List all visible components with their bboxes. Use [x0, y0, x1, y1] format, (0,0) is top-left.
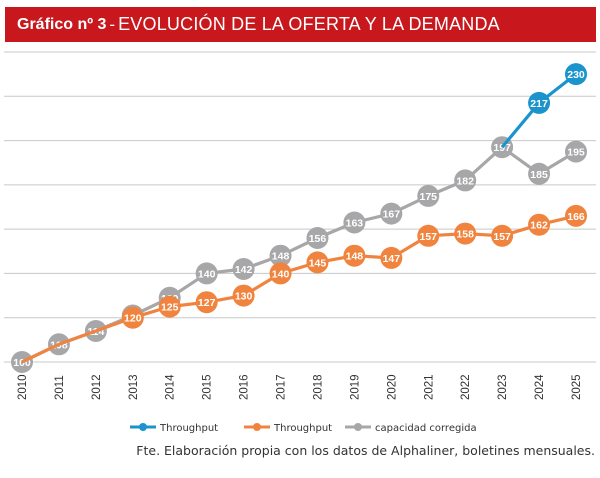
x-tick-label: 2019 — [349, 374, 361, 400]
data-point — [158, 295, 181, 318]
data-label: 182 — [456, 175, 474, 187]
gridlines — [4, 51, 596, 363]
x-tick-label: 2014 — [165, 374, 177, 400]
data-point — [491, 224, 514, 247]
data-point — [380, 202, 403, 225]
data-label: 230 — [567, 69, 585, 81]
chart-number: Gráfico nº 3 — [17, 15, 107, 33]
data-label: 166 — [567, 211, 585, 223]
data-point — [565, 140, 587, 163]
data-label: 147 — [383, 253, 401, 265]
x-tick-label: 2022 — [460, 374, 472, 400]
legend-label: Throughput — [159, 423, 218, 434]
data-label: 167 — [383, 209, 401, 221]
legend-swatch-marker — [253, 423, 261, 431]
data-label: 127 — [198, 297, 216, 309]
data-label: 145 — [309, 257, 327, 269]
data-label: 195 — [567, 147, 585, 159]
x-tick-label: 2016 — [239, 374, 251, 400]
data-point — [269, 244, 292, 267]
data-label: 125 — [161, 302, 179, 314]
x-tick-label: 2021 — [423, 374, 435, 400]
data-label: 130 — [235, 291, 253, 303]
series-capacidad-corregida: 1001081141211291401421481561631671751821… — [11, 136, 587, 373]
data-label: 157 — [493, 231, 511, 243]
series-throughput-blue: 217 230 — [500, 63, 587, 149]
chart-title: EVOLUCIÓN DE LA OFERTA Y LA DEMANDA — [118, 14, 500, 34]
legend-swatch-marker — [354, 423, 362, 431]
x-tick-label: 2023 — [497, 374, 509, 400]
data-label: 140 — [272, 268, 290, 280]
data-point — [528, 162, 551, 185]
data-label: 157 — [420, 231, 438, 243]
x-tick-label: 2020 — [386, 374, 398, 400]
legend-swatch-marker — [139, 423, 147, 431]
data-point — [195, 262, 218, 285]
data-point — [121, 306, 144, 329]
data-label: 185 — [530, 169, 548, 181]
data-label: 197 — [493, 142, 511, 154]
legend-label: Throughput — [273, 423, 332, 434]
data-point — [565, 63, 587, 86]
data-point — [343, 244, 366, 267]
x-tick-label: 2010 — [17, 374, 29, 400]
data-point — [528, 91, 551, 114]
source-note: Fte. Elaboración propia con los datos de… — [136, 443, 595, 458]
data-point — [343, 211, 366, 234]
data-point — [565, 204, 587, 227]
data-label: 120 — [124, 313, 142, 325]
data-point — [417, 224, 440, 247]
title-separator: - — [109, 14, 116, 34]
legend-item: Throughput — [244, 423, 332, 434]
data-label: 163 — [346, 218, 364, 230]
data-point — [306, 227, 329, 249]
data-label: 217 — [530, 98, 548, 110]
data-point — [306, 251, 329, 274]
data-label: 142 — [235, 264, 253, 276]
x-tick-label: 2017 — [276, 374, 288, 400]
data-label: 148 — [346, 251, 364, 263]
x-tick-label: 2025 — [571, 374, 583, 400]
series-throughput-orange: 120 125 127 130 140 145 148 147 157 158 157 162 166 — [21, 204, 587, 364]
data-point — [195, 291, 218, 314]
data-point — [232, 258, 255, 280]
x-tick-label: 2024 — [534, 374, 546, 400]
data-label: 158 — [456, 229, 474, 241]
data-point — [380, 246, 403, 269]
data-point — [269, 262, 292, 285]
data-label: 162 — [530, 220, 548, 232]
data-point — [232, 284, 255, 307]
legend-item: Throughput — [130, 423, 218, 434]
data-point — [417, 184, 440, 207]
x-tick-label: 2015 — [202, 374, 214, 400]
x-axis: 2010 2011 2012 2013 2014 2015 2016 2017 2018 2019… — [17, 374, 583, 400]
legend-item: capacidad corregida — [345, 423, 477, 434]
series-line — [21, 214, 577, 364]
data-label: 148 — [272, 251, 290, 263]
x-tick-label: 2013 — [128, 374, 140, 400]
legend: Throughput Throughput capacidad corregida — [130, 423, 477, 434]
x-tick-label: 2012 — [91, 374, 103, 400]
x-tick-label: 2018 — [312, 374, 324, 400]
chart-title-bar: Gráfico nº 3 - EVOLUCIÓN DE LA OFERTA Y … — [5, 7, 596, 42]
data-point — [528, 213, 551, 236]
data-label: 175 — [420, 191, 438, 203]
data-point — [454, 169, 477, 192]
data-label: 156 — [309, 233, 327, 245]
legend-label: capacidad corregida — [375, 423, 477, 434]
data-label: 140 — [198, 268, 216, 280]
data-point — [454, 222, 477, 245]
x-tick-label: 2011 — [54, 375, 66, 400]
